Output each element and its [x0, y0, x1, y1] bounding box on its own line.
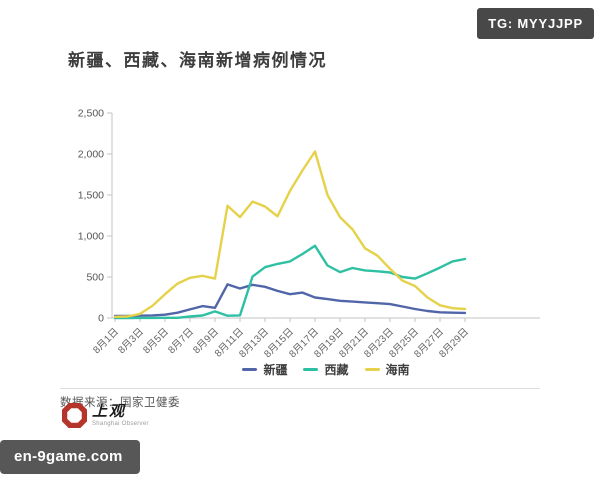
legend-label-xinjiang: 新疆 — [263, 363, 288, 377]
divider-line — [60, 388, 540, 389]
x-tick-label: 8月1日 — [91, 326, 121, 356]
chart-title: 新疆、西藏、海南新增病例情况 — [68, 51, 327, 70]
y-tick-label: 1,000 — [78, 231, 104, 243]
telegram-badge: TG: MYYJJPP — [477, 8, 594, 39]
legend-dash-xinjiang — [242, 368, 258, 371]
publisher-logo: 上观 Shanghai Observer — [62, 403, 149, 428]
legend-item-hainan: 海南 — [364, 361, 410, 378]
logo-name: 上观 — [92, 402, 127, 420]
series-line-tibet — [113, 244, 467, 320]
y-tick-label: 1,500 — [78, 190, 104, 202]
y-tick-label: 500 — [86, 272, 104, 284]
data-source-note: 数据来源：国家卫健委 — [60, 397, 180, 409]
octagon-logo-icon — [62, 403, 87, 428]
legend-dash-tibet — [303, 368, 319, 371]
legend-label-tibet: 西藏 — [324, 363, 349, 377]
legend-item-tibet: 西藏 — [303, 361, 349, 378]
chart-legend: 新疆 西藏 海南 — [112, 361, 540, 378]
y-tick-label: 2,500 — [78, 108, 104, 120]
series-line-xinjiang — [113, 283, 467, 318]
y-tick-label: 0 — [98, 313, 104, 325]
legend-dash-hainan — [364, 368, 380, 371]
legend-label-hainan: 海南 — [385, 363, 410, 377]
x-tick-label: 8月5日 — [141, 326, 171, 356]
logo-subtitle: Shanghai Observer — [92, 421, 149, 427]
x-tick-label: 8月3日 — [116, 326, 146, 356]
series-line-hainan — [113, 150, 467, 318]
site-watermark: en-9game.com — [0, 440, 140, 474]
x-tick-label: 8月7日 — [166, 326, 196, 356]
y-tick-label: 2,000 — [78, 149, 104, 161]
legend-item-xinjiang: 新疆 — [242, 361, 287, 378]
